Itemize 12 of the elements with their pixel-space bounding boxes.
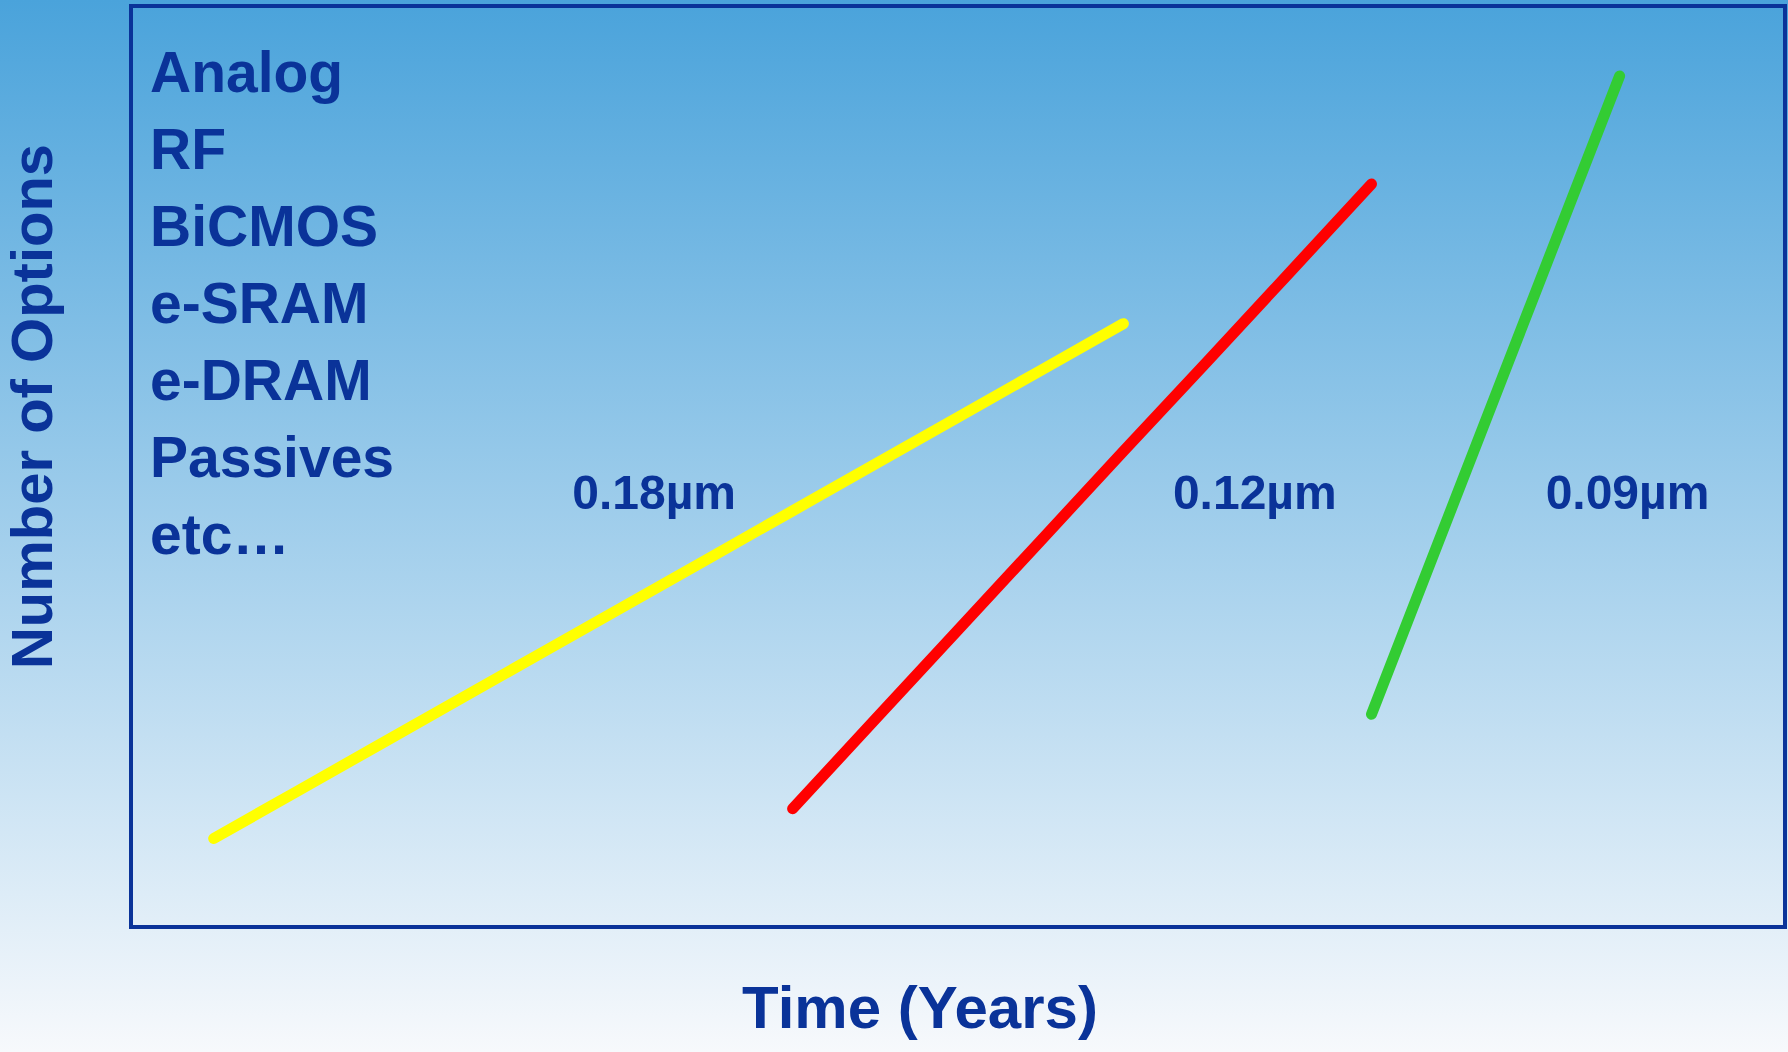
- annotation: Analog: [150, 40, 344, 104]
- series-label: 0.18µm: [572, 465, 737, 519]
- annotation: Passives: [150, 425, 395, 489]
- y-axis-title: Number of Options: [0, 143, 64, 670]
- series-label: 0.09µm: [1545, 465, 1710, 519]
- annotation: etc…: [150, 502, 290, 566]
- x-axis-title: Time (Years): [742, 974, 1098, 1041]
- annotation: BiCMOS: [150, 194, 378, 258]
- series-label: 0.12µm: [1172, 465, 1337, 519]
- annotation: RF: [150, 117, 226, 181]
- annotation: e-DRAM: [150, 348, 372, 412]
- annotation: e-SRAM: [150, 271, 369, 335]
